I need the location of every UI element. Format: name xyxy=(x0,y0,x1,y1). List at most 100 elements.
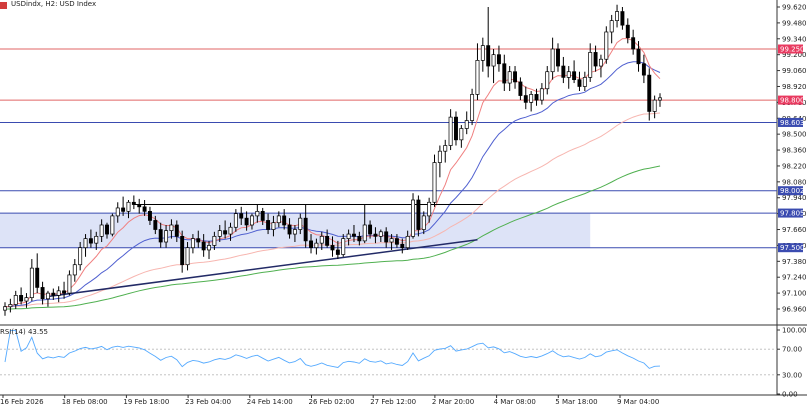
price-tick-label: 98.500 xyxy=(782,131,807,139)
ma-long-line xyxy=(5,165,661,310)
candle-body xyxy=(185,247,190,266)
candle-body xyxy=(309,240,313,249)
candle-body xyxy=(131,201,136,205)
candle-body xyxy=(303,217,308,242)
candle-body xyxy=(201,241,206,251)
level-badge-label: 98.800 xyxy=(780,97,805,105)
candle-body xyxy=(416,199,421,230)
candle-body xyxy=(411,199,415,237)
price-tick-label: 98.220 xyxy=(782,162,807,170)
candle-body xyxy=(545,71,550,90)
candle-body xyxy=(588,52,593,78)
candle-body xyxy=(24,297,29,302)
level-badge xyxy=(778,243,803,253)
time-tick-label: 23 Feb 04:00 xyxy=(185,398,231,406)
time-tick-label: 26 Feb 02:00 xyxy=(309,398,355,406)
candle-body xyxy=(529,94,534,103)
price-tick-label: 97.940 xyxy=(782,194,807,202)
candle-body xyxy=(174,224,179,237)
candle-body xyxy=(572,71,577,81)
candle-body xyxy=(223,230,228,235)
candle-body xyxy=(604,31,609,60)
time-tick-label: 2 Mar 20:00 xyxy=(432,398,474,406)
time-tick-label: 19 Feb 18:00 xyxy=(123,398,169,406)
candle-body xyxy=(389,238,394,243)
candle-body xyxy=(250,215,254,226)
candle-body xyxy=(432,162,437,203)
rsi-title: RSI(14) 43.55 xyxy=(0,328,49,336)
candle-body xyxy=(641,63,646,76)
candle-body xyxy=(631,37,636,50)
candle-body xyxy=(282,215,287,226)
rsi-line xyxy=(4,330,661,369)
time-tick-label: 18 Feb 08:00 xyxy=(62,398,108,406)
candle-body xyxy=(582,77,587,87)
level-badge xyxy=(778,186,803,196)
candle-body xyxy=(523,95,528,103)
level-badge xyxy=(778,117,803,127)
candle-body xyxy=(496,54,501,65)
candle-body xyxy=(394,238,399,245)
symbol-color-icon xyxy=(0,2,7,9)
candle-body xyxy=(115,207,120,217)
price-tick-label: 99.060 xyxy=(782,67,807,75)
price-tick-label: 97.100 xyxy=(782,290,807,298)
candle-body xyxy=(35,267,40,288)
candle-body xyxy=(266,220,271,230)
candle-body xyxy=(13,295,18,305)
candle-body xyxy=(3,306,7,311)
price-tick-label: 99.620 xyxy=(782,4,807,12)
time-tick-label: 5 Mar 18:00 xyxy=(555,398,597,406)
candle-body xyxy=(486,45,491,67)
candle-body xyxy=(561,65,566,78)
level-badge xyxy=(778,44,803,54)
candle-body xyxy=(437,150,442,163)
candle-body xyxy=(83,238,88,249)
candle-body xyxy=(292,229,297,235)
candle-body xyxy=(448,116,453,146)
candle-body xyxy=(330,245,335,251)
price-tick-label: 96.960 xyxy=(782,306,807,314)
candle-body xyxy=(190,238,195,249)
time-tick-label: 9 Mar 04:00 xyxy=(617,398,659,406)
candle-body xyxy=(212,235,217,246)
candle-body xyxy=(609,20,614,33)
level-badge-label: 99.250 xyxy=(780,46,805,54)
candle-body xyxy=(325,235,330,246)
price-tick-label: 97.240 xyxy=(782,274,807,282)
candle-body xyxy=(362,224,367,242)
candle-body xyxy=(153,220,158,230)
candle-body xyxy=(45,292,50,300)
candle-body xyxy=(620,11,625,26)
candle-body xyxy=(454,116,458,141)
price-tick-label: 98.080 xyxy=(782,178,807,186)
candle-body xyxy=(94,235,99,244)
candle-body xyxy=(615,11,620,21)
candle-body xyxy=(577,79,582,87)
candle-body xyxy=(593,52,598,67)
time-tick-label: 27 Feb 12:00 xyxy=(370,398,416,406)
candle-body xyxy=(507,71,512,84)
candle-body xyxy=(255,211,260,217)
price-tick-label: 99.200 xyxy=(782,51,807,59)
candle-body xyxy=(19,295,24,302)
candle-body xyxy=(314,242,319,249)
candle-body xyxy=(147,211,152,221)
candle-body xyxy=(335,249,340,255)
candle-body xyxy=(228,226,233,235)
candle-body xyxy=(464,120,469,129)
candle-body xyxy=(625,24,630,39)
candle-body xyxy=(341,238,346,255)
price-tick-label: 98.360 xyxy=(782,147,807,155)
candle-body xyxy=(636,48,641,65)
candle-body xyxy=(56,290,61,296)
ma-mid-line xyxy=(4,61,661,308)
level-badge-label: 97.805 xyxy=(780,210,805,218)
rsi-tick-label: 100.00 xyxy=(782,327,807,335)
candle-body xyxy=(8,304,13,308)
candle-body xyxy=(598,58,603,67)
candle-body xyxy=(62,290,67,294)
level-badge-label: 98.603 xyxy=(780,119,805,127)
candle-body xyxy=(556,48,560,67)
